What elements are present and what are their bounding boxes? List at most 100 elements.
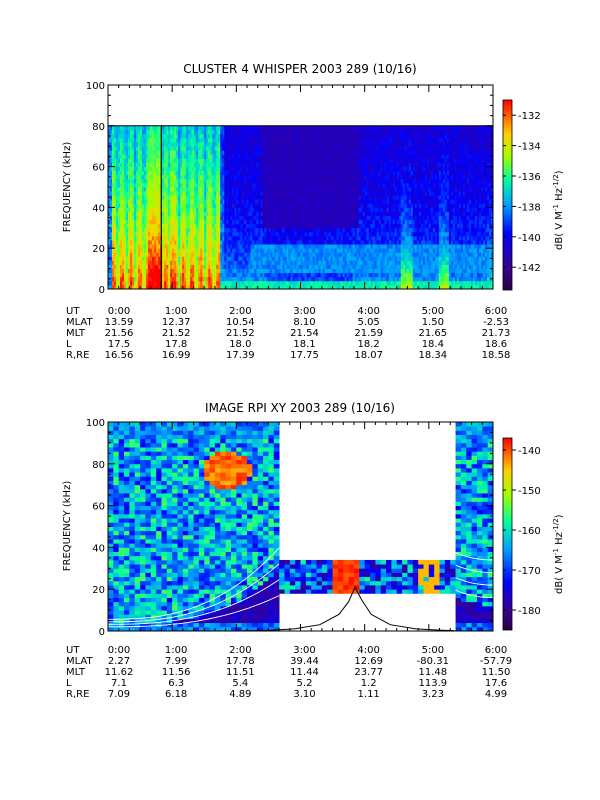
- spectrogram-cell: [324, 256, 327, 261]
- spectrogram-cell: [174, 248, 177, 253]
- spectrogram-cell: [334, 133, 337, 139]
- spectrogram-cell: [244, 268, 247, 274]
- spectrogram-cell: [168, 174, 171, 180]
- spectrogram-cell: [154, 252, 157, 257]
- spectrogram-cell: [342, 203, 346, 208]
- spectrogram-cell: [242, 248, 245, 253]
- spectrogram-cell: [170, 146, 173, 151]
- spectrogram-cell: [114, 240, 117, 245]
- spectrogram-cell: [182, 280, 185, 286]
- spectrogram-cell: [276, 211, 279, 216]
- spectrogram-cell: [134, 129, 137, 135]
- spectrogram-cell: [266, 284, 269, 289]
- spectrogram-cell: [338, 268, 342, 274]
- spectrogram-cell: [186, 219, 189, 225]
- spectrogram-cell: [284, 150, 287, 155]
- spectrogram-cell: [262, 203, 265, 208]
- spectrogram-cell: [170, 276, 173, 282]
- spectrogram-cell: [226, 219, 229, 225]
- spectrogram-cell: [356, 154, 360, 159]
- spectrogram-cell: [352, 276, 356, 282]
- spectrogram-cell: [244, 211, 247, 216]
- spectrogram-cell: [200, 187, 203, 192]
- spectrogram-cell: [278, 252, 281, 257]
- spectrogram-cell: [234, 272, 237, 278]
- spectrogram-cell: [124, 231, 127, 237]
- spectrogram-cell: [198, 187, 201, 192]
- spectrogram-cell: [200, 207, 203, 212]
- spectrogram-cell: [260, 158, 263, 163]
- spectrogram-cell: [112, 219, 115, 225]
- spectrogram-cell: [162, 268, 165, 274]
- spectrogram-cell: [126, 146, 129, 151]
- spectrogram-cell: [188, 146, 191, 151]
- spectrogram-cell: [212, 174, 215, 180]
- spectrogram-cell: [310, 174, 313, 180]
- spectrogram-cell: [234, 199, 237, 204]
- spectrogram-cell: [320, 219, 323, 225]
- spectrogram-cell: [222, 138, 225, 143]
- spectrogram-cell: [260, 260, 263, 265]
- spectrogram-cell: [118, 231, 121, 237]
- spectrogram-cell: [250, 129, 253, 135]
- spectrogram-cell: [316, 260, 319, 265]
- spectrogram-cell: [260, 142, 263, 147]
- spectrogram-cell: [128, 129, 131, 135]
- spectrogram-cell: [308, 195, 311, 200]
- spectrogram-cell: [244, 203, 247, 208]
- panel-cluster-whisper: CLUSTER 4 WHISPER 2003 289 (10/16) 02040…: [62, 62, 565, 361]
- spectrogram-cell: [210, 280, 213, 286]
- spectrogram-cell: [130, 211, 133, 216]
- spectrogram-cell: [352, 150, 356, 155]
- spectrogram-cell: [302, 272, 305, 278]
- spectrogram-cell: [196, 187, 199, 192]
- spectrogram-cell: [140, 235, 143, 241]
- spectrogram-cell: [254, 235, 257, 241]
- spectrogram-cell: [340, 244, 344, 249]
- spectrogram-cell: [266, 142, 269, 147]
- spectrogram-cell: [344, 191, 348, 196]
- spectrogram-cell: [140, 207, 143, 212]
- spectrogram-cell: [182, 215, 185, 221]
- spectrogram-cell: [306, 235, 309, 241]
- spectrogram-cell: [274, 284, 277, 289]
- spectrogram-cell: [268, 256, 271, 261]
- spectrogram-cell: [304, 260, 307, 265]
- spectrogram-cell: [172, 240, 175, 245]
- spectrogram-cell: [128, 272, 131, 278]
- spectrogram-cell: [296, 142, 299, 147]
- spectrogram-cell: [248, 252, 251, 257]
- spectrogram-cell: [246, 154, 249, 159]
- spectrogram-cell: [246, 138, 249, 143]
- spectrogram-cell: [322, 264, 325, 269]
- spectrogram-cell: [208, 207, 211, 212]
- spectrogram-cell: [342, 146, 346, 151]
- spectrogram-cell: [134, 235, 137, 241]
- spectrogram-cell: [154, 223, 157, 229]
- spectrogram-cell: [276, 142, 279, 147]
- spectrogram-cell: [322, 187, 325, 192]
- spectrogram-cell: [220, 146, 223, 151]
- spectrogram-cell: [288, 207, 291, 212]
- spectrogram-cell: [294, 182, 297, 188]
- spectrogram-cell: [260, 178, 263, 184]
- spectrogram-cell: [334, 256, 337, 261]
- spectrogram-cell: [348, 142, 352, 147]
- spectrogram-cell: [210, 235, 213, 241]
- spectrogram-cell: [304, 227, 307, 233]
- spectrogram-cell: [260, 166, 263, 172]
- spectrogram-cell: [304, 166, 307, 172]
- spectrogram-cell: [176, 235, 179, 241]
- spectrogram-cell: [302, 231, 305, 237]
- spectrogram-cell: [272, 154, 275, 159]
- spectrogram-cell: [226, 187, 229, 192]
- spectrogram-cell: [236, 150, 239, 155]
- spectrogram-cell: [150, 268, 153, 274]
- spectrogram-cell: [216, 260, 219, 265]
- spectrogram-cell: [342, 244, 346, 249]
- spectrogram-cell: [240, 174, 243, 180]
- spectrogram-cell: [240, 260, 243, 265]
- spectrogram-cell: [306, 231, 309, 237]
- spectrogram-cell: [294, 195, 297, 200]
- spectrogram-cell: [350, 178, 354, 184]
